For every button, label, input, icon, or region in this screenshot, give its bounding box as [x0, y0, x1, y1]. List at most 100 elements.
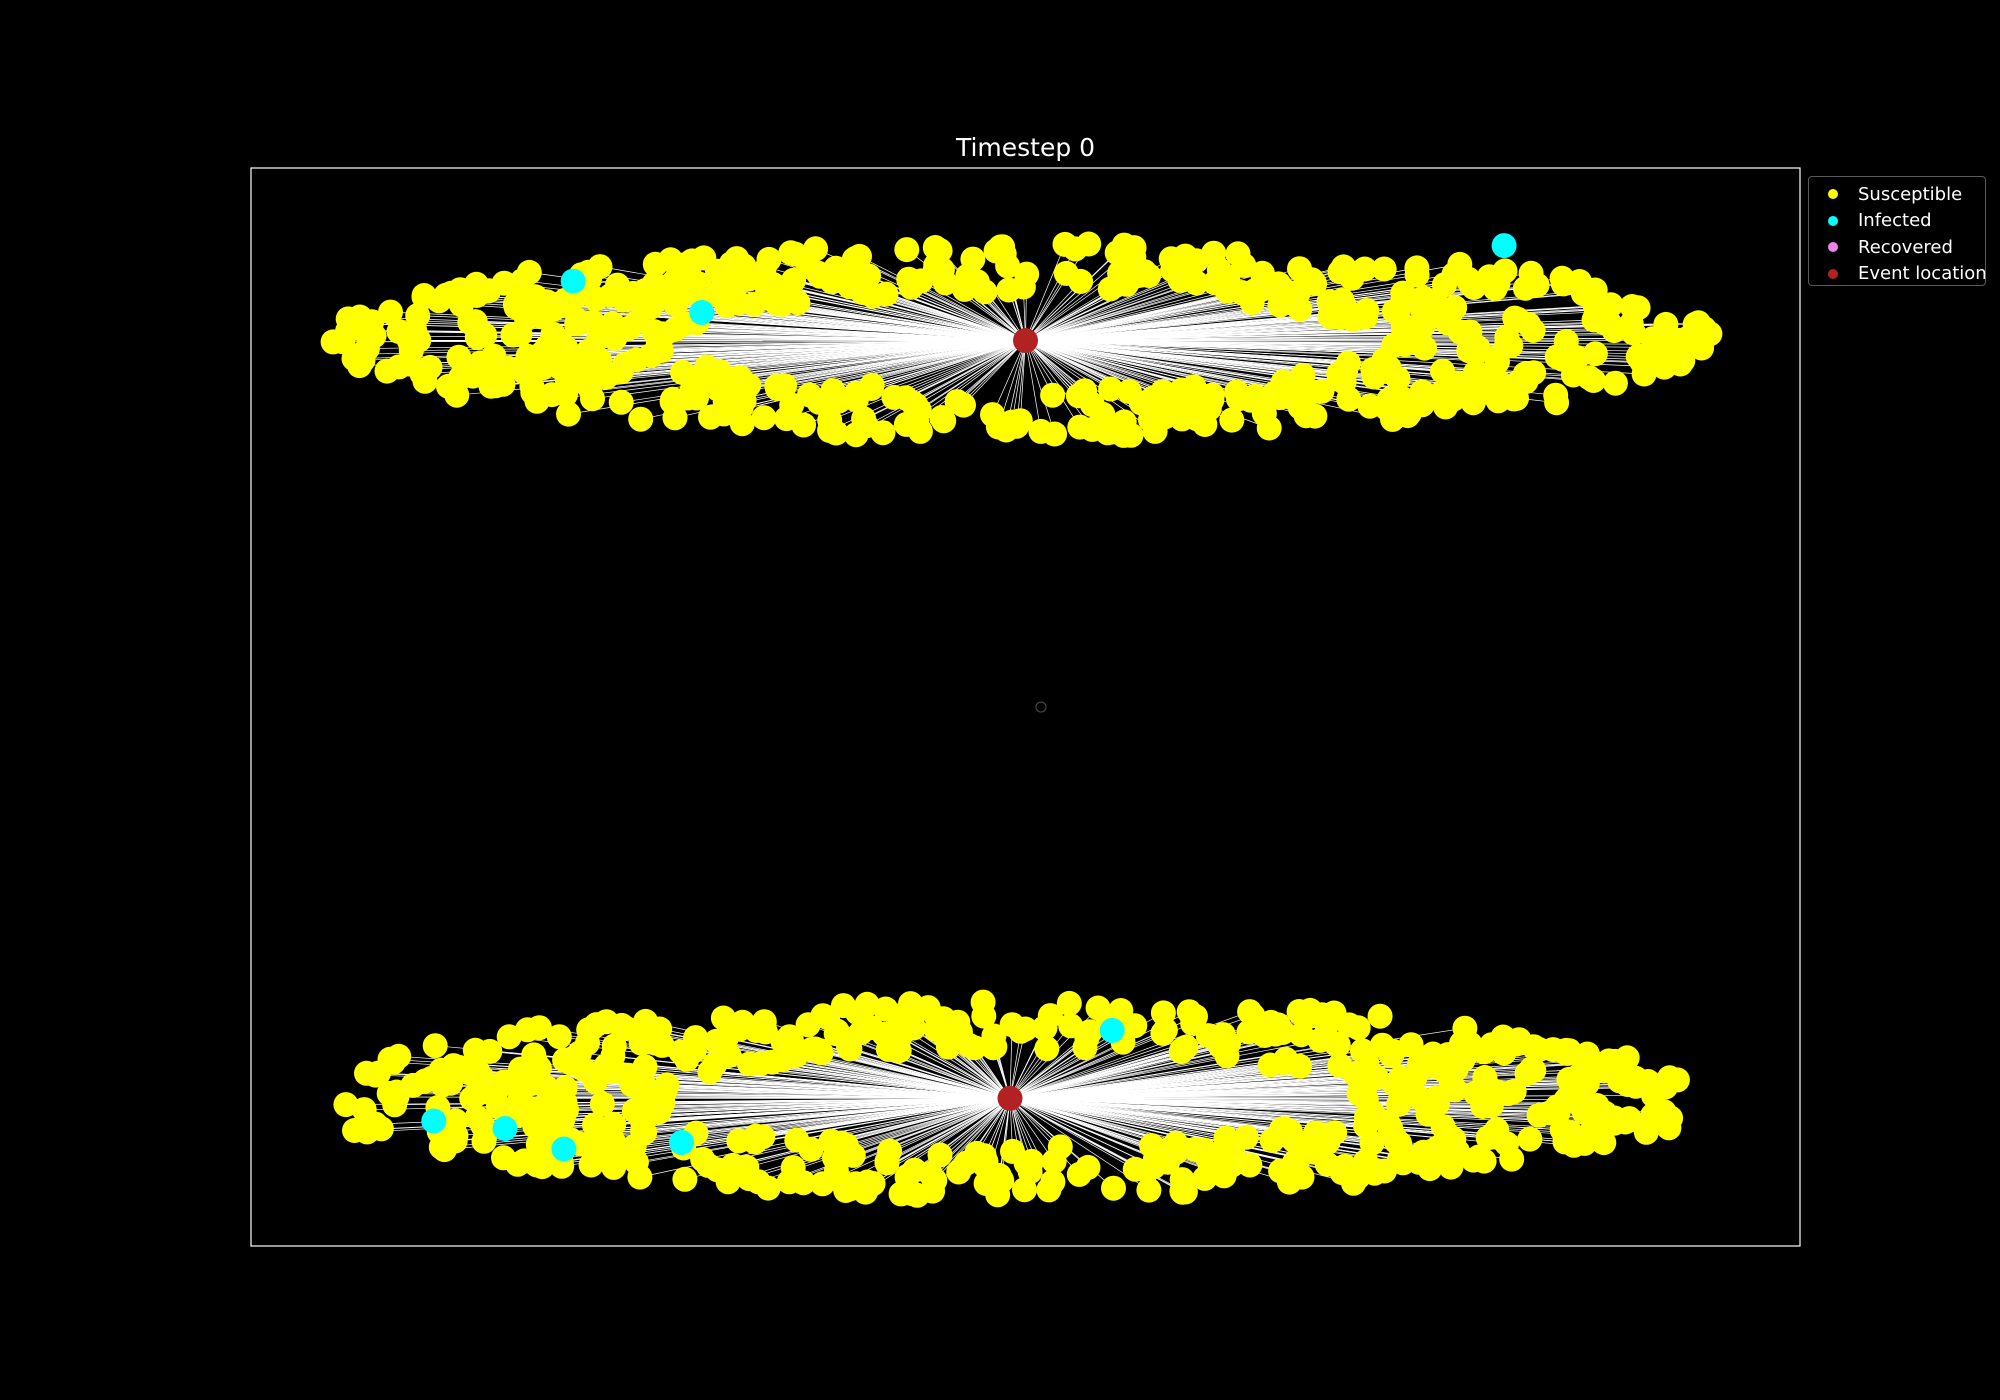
susceptible-node [523, 1051, 549, 1077]
susceptible-node [1643, 1075, 1669, 1100]
network-edge [992, 340, 1026, 415]
network-edge [822, 1097, 1011, 1185]
infected-node [421, 1108, 447, 1134]
susceptible-node [1412, 335, 1438, 361]
network-edge [893, 340, 1026, 398]
susceptible-node [1160, 257, 1186, 283]
legend-label-infected: Infected [1858, 210, 1932, 232]
susceptible-node [638, 294, 663, 320]
susceptible-node [898, 991, 923, 1017]
susceptible-node [714, 1025, 739, 1051]
susceptible-node [1404, 262, 1430, 288]
susceptible-node [520, 380, 546, 405]
susceptible-node [552, 1047, 578, 1073]
network-edge [1025, 244, 1066, 341]
network-edge [886, 1097, 1011, 1162]
network-edge [592, 340, 1026, 400]
susceptible-node [598, 1146, 624, 1172]
susceptible-node [631, 1107, 657, 1133]
network-edge [1025, 340, 1425, 349]
network-edge [1009, 1097, 1412, 1158]
susceptible-node [589, 1091, 615, 1117]
network-edge [1025, 280, 1181, 341]
susceptible-node [840, 1142, 866, 1168]
network-edge [1025, 288, 1111, 341]
legend: Susceptible Infected Recovered Event loc… [1808, 176, 1987, 286]
susceptible-node [1333, 257, 1359, 283]
susceptible-node [1116, 379, 1142, 404]
susceptible-node [1572, 1130, 1597, 1156]
legend-marker-infected [1828, 215, 1838, 226]
susceptible-node [951, 392, 976, 418]
network-edge [998, 1098, 1011, 1176]
infected-node [1491, 233, 1517, 259]
susceptible-node [795, 1012, 821, 1038]
susceptible-node [790, 1170, 816, 1196]
susceptible-node [1310, 1122, 1336, 1148]
susceptible-node [405, 303, 431, 329]
network-edge [1009, 1098, 1080, 1175]
susceptible-node [783, 1043, 809, 1069]
susceptible-node [751, 1009, 777, 1035]
susceptible-node [422, 1033, 448, 1059]
susceptible-node [961, 1035, 987, 1061]
susceptible-node [737, 1051, 762, 1077]
susceptible-node [769, 291, 795, 317]
susceptible-node [582, 1069, 608, 1095]
susceptible-node [907, 418, 933, 444]
susceptible-node [1072, 378, 1098, 404]
network-edge [606, 1065, 1011, 1099]
susceptible-node [683, 1025, 709, 1051]
susceptible-node [1512, 275, 1538, 301]
susceptible-node [1040, 382, 1066, 408]
susceptible-node [554, 1097, 579, 1123]
susceptible-node [894, 237, 920, 263]
network-edge [491, 1092, 1011, 1099]
network-edge [1025, 340, 1055, 435]
susceptible-node [817, 417, 843, 443]
susceptible-node [1574, 1071, 1600, 1097]
susceptible-node [406, 327, 432, 353]
susceptible-node [1544, 390, 1570, 416]
susceptible-node [609, 359, 634, 384]
network-edge [889, 1097, 1011, 1152]
susceptible-node [1358, 1067, 1384, 1093]
susceptible-node [927, 1142, 953, 1168]
susceptible-node [989, 1167, 1015, 1193]
susceptible-node [1409, 392, 1435, 418]
susceptible-node [1408, 1086, 1434, 1112]
susceptible-node [582, 1112, 607, 1138]
susceptible-node [705, 258, 730, 284]
susceptible-node [1169, 377, 1195, 403]
susceptible-node [627, 1164, 653, 1190]
susceptible-node [1271, 1116, 1297, 1142]
axes-frame [250, 167, 1801, 1247]
susceptible-node [1136, 1177, 1162, 1203]
susceptible-node [860, 1171, 886, 1196]
susceptible-node [1553, 328, 1579, 354]
network-edge [1009, 1029, 1166, 1099]
network-edge [1009, 1087, 1656, 1099]
susceptible-node [730, 1009, 756, 1035]
susceptible-node [873, 281, 899, 307]
network-edge [717, 1097, 1011, 1171]
susceptible-node [1457, 1031, 1483, 1057]
network-edge [846, 1097, 1011, 1146]
susceptible-node [686, 271, 712, 297]
susceptible-node [578, 1152, 604, 1178]
susceptible-node [1598, 292, 1624, 318]
network-edge [854, 259, 1026, 341]
susceptible-node [1584, 1093, 1610, 1118]
susceptible-node [342, 1118, 367, 1143]
susceptible-node [1066, 1161, 1092, 1187]
infected-node [1099, 1017, 1125, 1043]
susceptible-nodes-layer [320, 231, 1723, 1208]
network-edge [1025, 340, 1642, 363]
susceptible-node [697, 1059, 723, 1085]
network-edge [1009, 1058, 1286, 1099]
network-edge [1009, 1098, 1089, 1168]
susceptible-node [1439, 1134, 1465, 1160]
susceptible-node [1439, 298, 1464, 324]
susceptible-node [620, 280, 646, 306]
